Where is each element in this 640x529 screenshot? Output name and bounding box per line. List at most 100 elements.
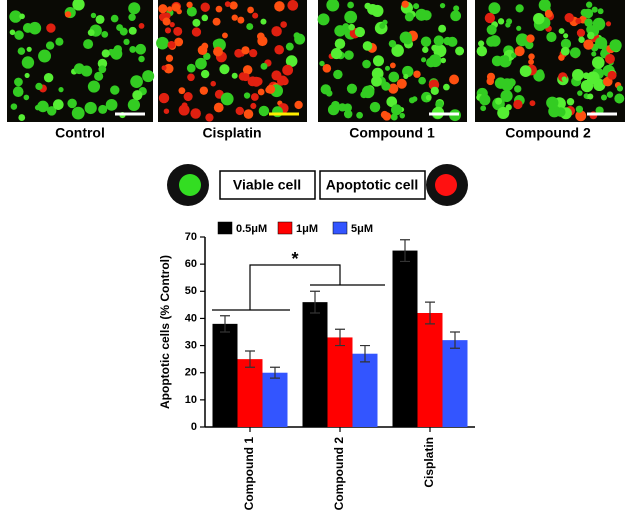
cell bbox=[23, 94, 30, 101]
cell bbox=[285, 42, 294, 51]
micrographs bbox=[7, 0, 625, 122]
cell bbox=[87, 29, 95, 36]
cell bbox=[582, 72, 590, 80]
cell bbox=[138, 55, 145, 63]
cell bbox=[558, 54, 565, 61]
cell bbox=[87, 80, 101, 93]
cell bbox=[222, 32, 228, 39]
cell bbox=[594, 59, 601, 66]
cell bbox=[563, 33, 569, 39]
cell bbox=[497, 106, 510, 120]
cell bbox=[186, 63, 196, 73]
cell bbox=[132, 90, 143, 101]
cell bbox=[606, 91, 614, 98]
cell bbox=[564, 12, 574, 23]
cell bbox=[390, 62, 396, 69]
cell bbox=[319, 60, 325, 67]
cell bbox=[372, 55, 384, 67]
cell bbox=[501, 55, 510, 63]
cell bbox=[128, 13, 136, 21]
cell bbox=[190, 108, 201, 119]
cell bbox=[342, 23, 350, 31]
cell bbox=[578, 36, 585, 43]
cell bbox=[14, 30, 24, 40]
cell bbox=[274, 44, 284, 55]
bar bbox=[237, 359, 263, 427]
cell bbox=[213, 102, 224, 113]
apoptotic-box bbox=[319, 170, 426, 200]
cell bbox=[274, 1, 285, 12]
cell bbox=[430, 86, 439, 95]
cell bbox=[46, 106, 57, 116]
cell bbox=[572, 69, 584, 81]
cell bbox=[229, 1, 238, 10]
cell bbox=[9, 29, 16, 36]
cell bbox=[546, 31, 557, 43]
cell bbox=[577, 90, 583, 96]
cell bbox=[489, 35, 501, 47]
cell bbox=[162, 17, 171, 26]
cell bbox=[84, 101, 97, 115]
error-bar bbox=[450, 331, 460, 349]
cell bbox=[35, 82, 43, 91]
cell bbox=[575, 18, 582, 25]
cell bbox=[354, 26, 366, 38]
cell bbox=[500, 89, 513, 103]
cell bbox=[287, 0, 299, 11]
error-bar bbox=[220, 315, 230, 333]
cell bbox=[201, 42, 209, 50]
cell bbox=[388, 83, 399, 94]
cell bbox=[95, 14, 105, 24]
cell bbox=[186, 1, 193, 8]
cell bbox=[174, 37, 184, 47]
cell bbox=[371, 75, 382, 87]
legend-label: 1μM bbox=[296, 223, 318, 235]
cell bbox=[478, 40, 485, 47]
y-tick-label: 0 bbox=[191, 421, 197, 433]
cell bbox=[514, 46, 525, 57]
cell bbox=[526, 34, 535, 43]
cell bbox=[9, 10, 22, 23]
cell bbox=[37, 100, 49, 113]
cell bbox=[213, 46, 223, 57]
cell bbox=[605, 21, 612, 27]
bar bbox=[442, 340, 468, 427]
y-tick-label: 60 bbox=[185, 258, 197, 270]
cell bbox=[127, 98, 141, 112]
cell bbox=[250, 102, 257, 110]
cell bbox=[362, 59, 371, 69]
cell bbox=[26, 46, 32, 52]
cell bbox=[505, 104, 512, 111]
cell bbox=[38, 49, 52, 63]
cell bbox=[212, 17, 221, 26]
cell bbox=[420, 36, 432, 47]
cell bbox=[497, 18, 505, 25]
bar bbox=[262, 372, 288, 427]
cell bbox=[257, 32, 265, 41]
error-bar bbox=[310, 290, 320, 314]
cell bbox=[271, 26, 282, 37]
cell bbox=[12, 86, 24, 98]
cell bbox=[246, 23, 254, 31]
cell bbox=[80, 65, 93, 77]
error-bar bbox=[400, 239, 410, 263]
image-label: Compound 2 bbox=[505, 125, 591, 141]
cell bbox=[186, 6, 197, 17]
cell bbox=[45, 41, 55, 50]
cell bbox=[21, 56, 35, 69]
cell bbox=[128, 26, 137, 35]
cell bbox=[14, 77, 23, 87]
cell bbox=[432, 59, 440, 67]
cell bbox=[156, 36, 169, 50]
cell bbox=[369, 101, 381, 113]
cell bbox=[123, 38, 130, 45]
cell bbox=[201, 14, 209, 22]
bar bbox=[392, 250, 418, 427]
cell bbox=[334, 38, 346, 50]
cell bbox=[242, 65, 253, 75]
cell bbox=[178, 104, 190, 116]
cell bbox=[403, 73, 409, 80]
cell bbox=[165, 54, 174, 62]
legend-label: 0.5μM bbox=[236, 223, 267, 235]
